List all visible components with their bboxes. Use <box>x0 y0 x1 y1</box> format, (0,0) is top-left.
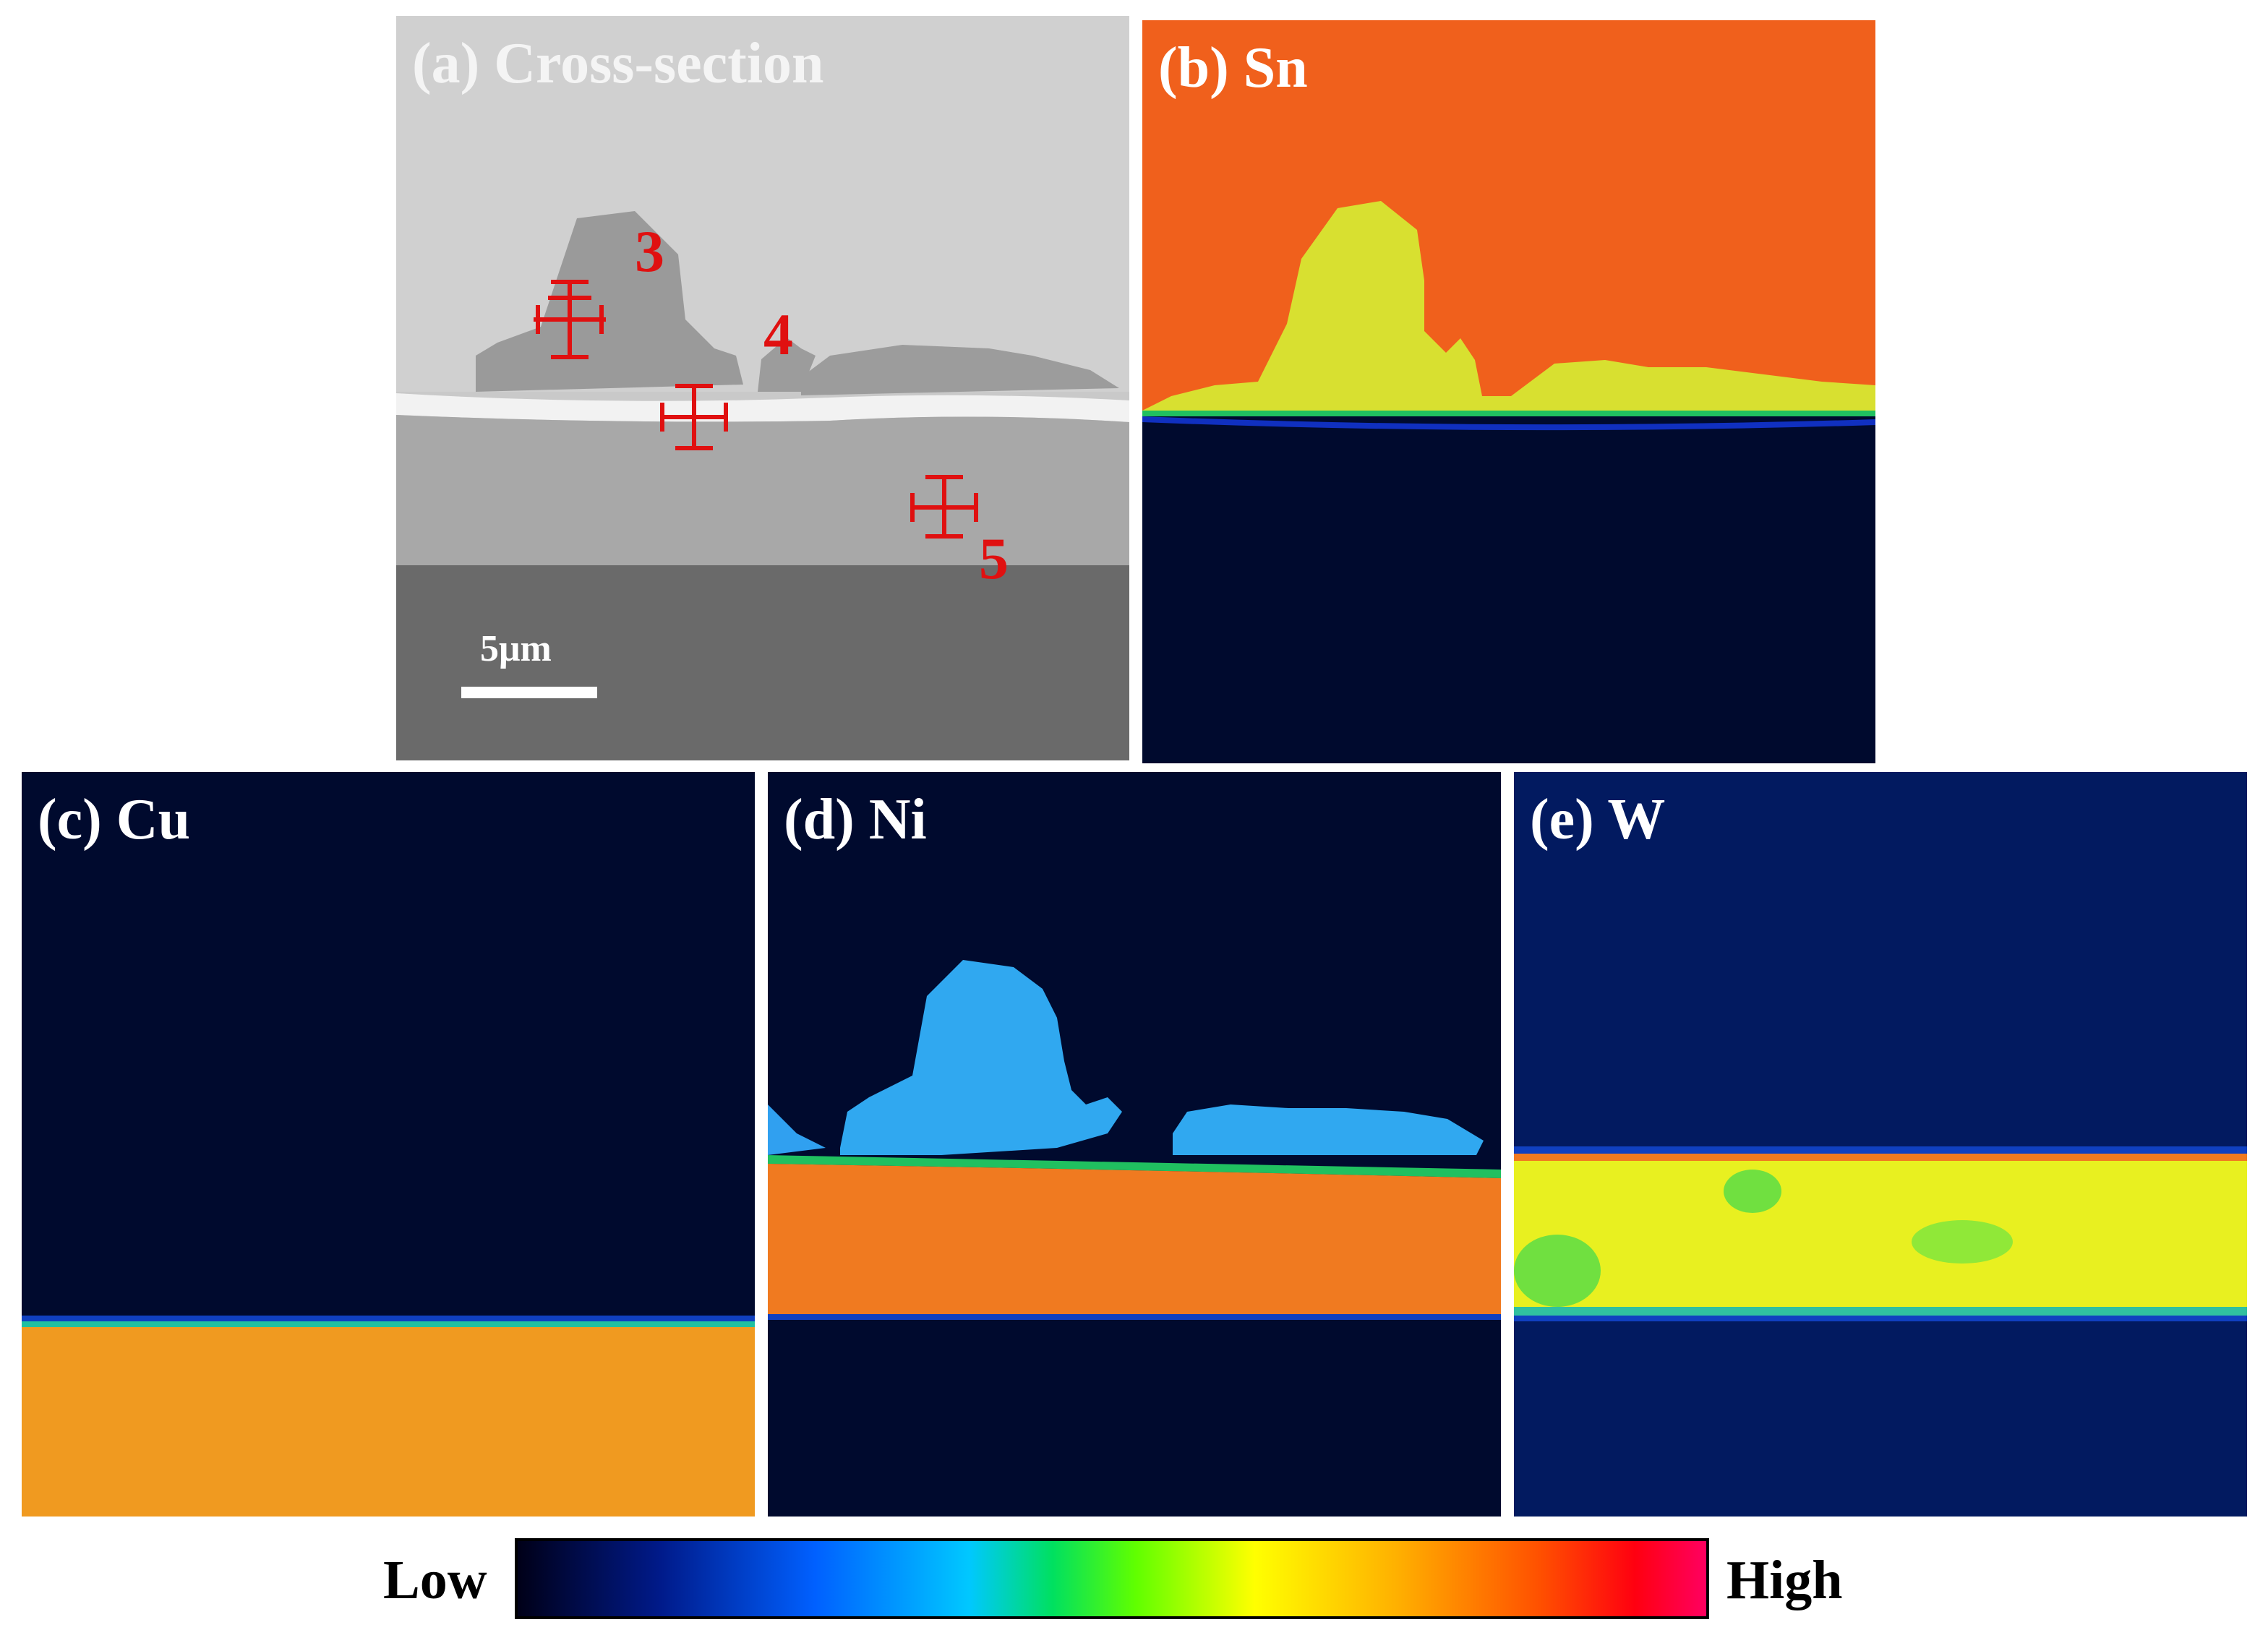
colorbar-low-label: Low <box>383 1550 487 1610</box>
cu-map-image <box>22 772 755 1517</box>
panel-b-label: (b) Sn <box>1158 36 1308 100</box>
panel-d-ni-map: (d) Ni <box>768 772 1501 1517</box>
scale-bar <box>461 687 597 698</box>
marker-4-label: 4 <box>763 301 793 367</box>
panel-d-label: (d) Ni <box>784 788 927 851</box>
panel-e-label: (e) W <box>1530 788 1666 851</box>
marker-crosses <box>534 280 978 539</box>
colorbar <box>515 1538 1709 1619</box>
panel-e-w-map: (e) W <box>1514 772 2247 1517</box>
panel-a-cross-section: (a) Cross-section 3 4 5 5μm <box>396 16 1129 760</box>
marker-5-label: 5 <box>979 525 1009 591</box>
sn-map-image <box>1142 20 1875 763</box>
sem-image <box>396 16 1129 760</box>
colorbar-high-label: High <box>1726 1550 1843 1610</box>
panel-c-label: (c) Cu <box>38 788 191 851</box>
marker-3-label: 3 <box>635 218 664 284</box>
w-map-image <box>1514 772 2247 1517</box>
panel-a-label: (a) Cross-section <box>412 32 824 95</box>
panel-b-sn-map: (b) Sn <box>1142 20 1875 763</box>
ni-map-image <box>768 772 1501 1517</box>
scale-bar-label: 5μm <box>480 628 552 669</box>
panel-c-cu-map: (c) Cu <box>22 772 755 1517</box>
